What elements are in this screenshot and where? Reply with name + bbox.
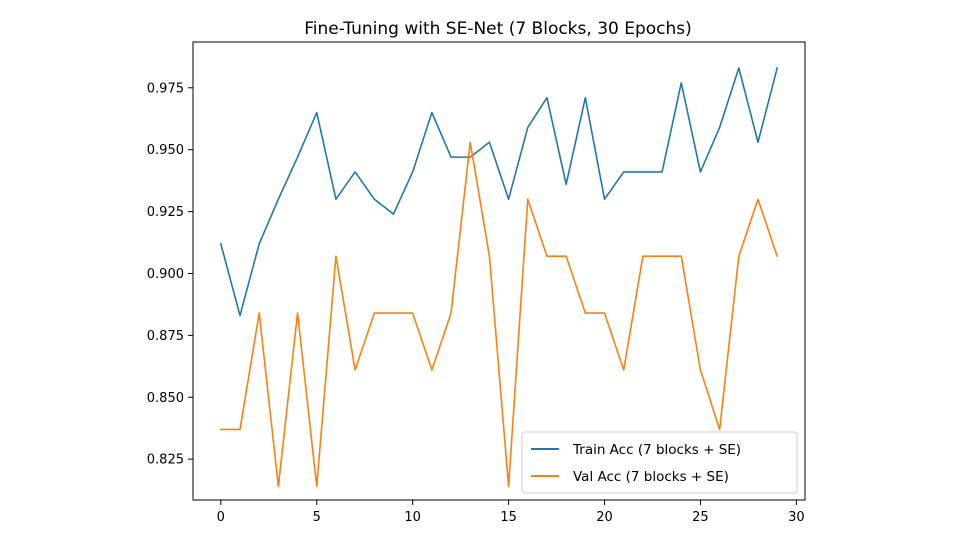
y-tick-label: 0.825 xyxy=(147,453,184,468)
y-tick-label: 0.950 xyxy=(147,143,184,158)
chart-title: Fine-Tuning with SE-Net (7 Blocks, 30 Ep… xyxy=(304,19,692,39)
y-tick-label: 0.925 xyxy=(147,205,184,220)
legend-box xyxy=(521,431,798,494)
x-tick-label: 10 xyxy=(404,510,421,525)
x-tick-label: 30 xyxy=(788,510,805,525)
y-tick-label: 0.975 xyxy=(147,81,184,96)
train-acc-line xyxy=(219,67,779,317)
y-axis: 0.825 0.850 0.875 0.900 0.925 0.950 0.975 xyxy=(147,81,193,468)
y-tick-label: 0.875 xyxy=(147,329,184,344)
x-axis: 0 5 10 15 20 25 30 xyxy=(217,500,805,525)
x-tick-label: 5 xyxy=(313,510,321,525)
x-tick-label: 0 xyxy=(217,510,225,525)
y-tick-label: 0.850 xyxy=(147,391,184,406)
x-tick-label: 25 xyxy=(692,510,709,525)
y-tick-label: 0.900 xyxy=(147,267,184,282)
val-acc-line xyxy=(220,141,779,488)
x-tick-label: 15 xyxy=(500,510,517,525)
series-lines xyxy=(219,67,779,488)
x-tick-label: 20 xyxy=(596,510,613,525)
plot-area-frame xyxy=(192,41,806,501)
legend-label-train: Train Acc (7 blocks + SE) xyxy=(572,442,741,458)
legend: Train Acc (7 blocks + SE) Val Acc (7 blo… xyxy=(521,431,798,494)
legend-label-val: Val Acc (7 blocks + SE) xyxy=(573,469,729,485)
